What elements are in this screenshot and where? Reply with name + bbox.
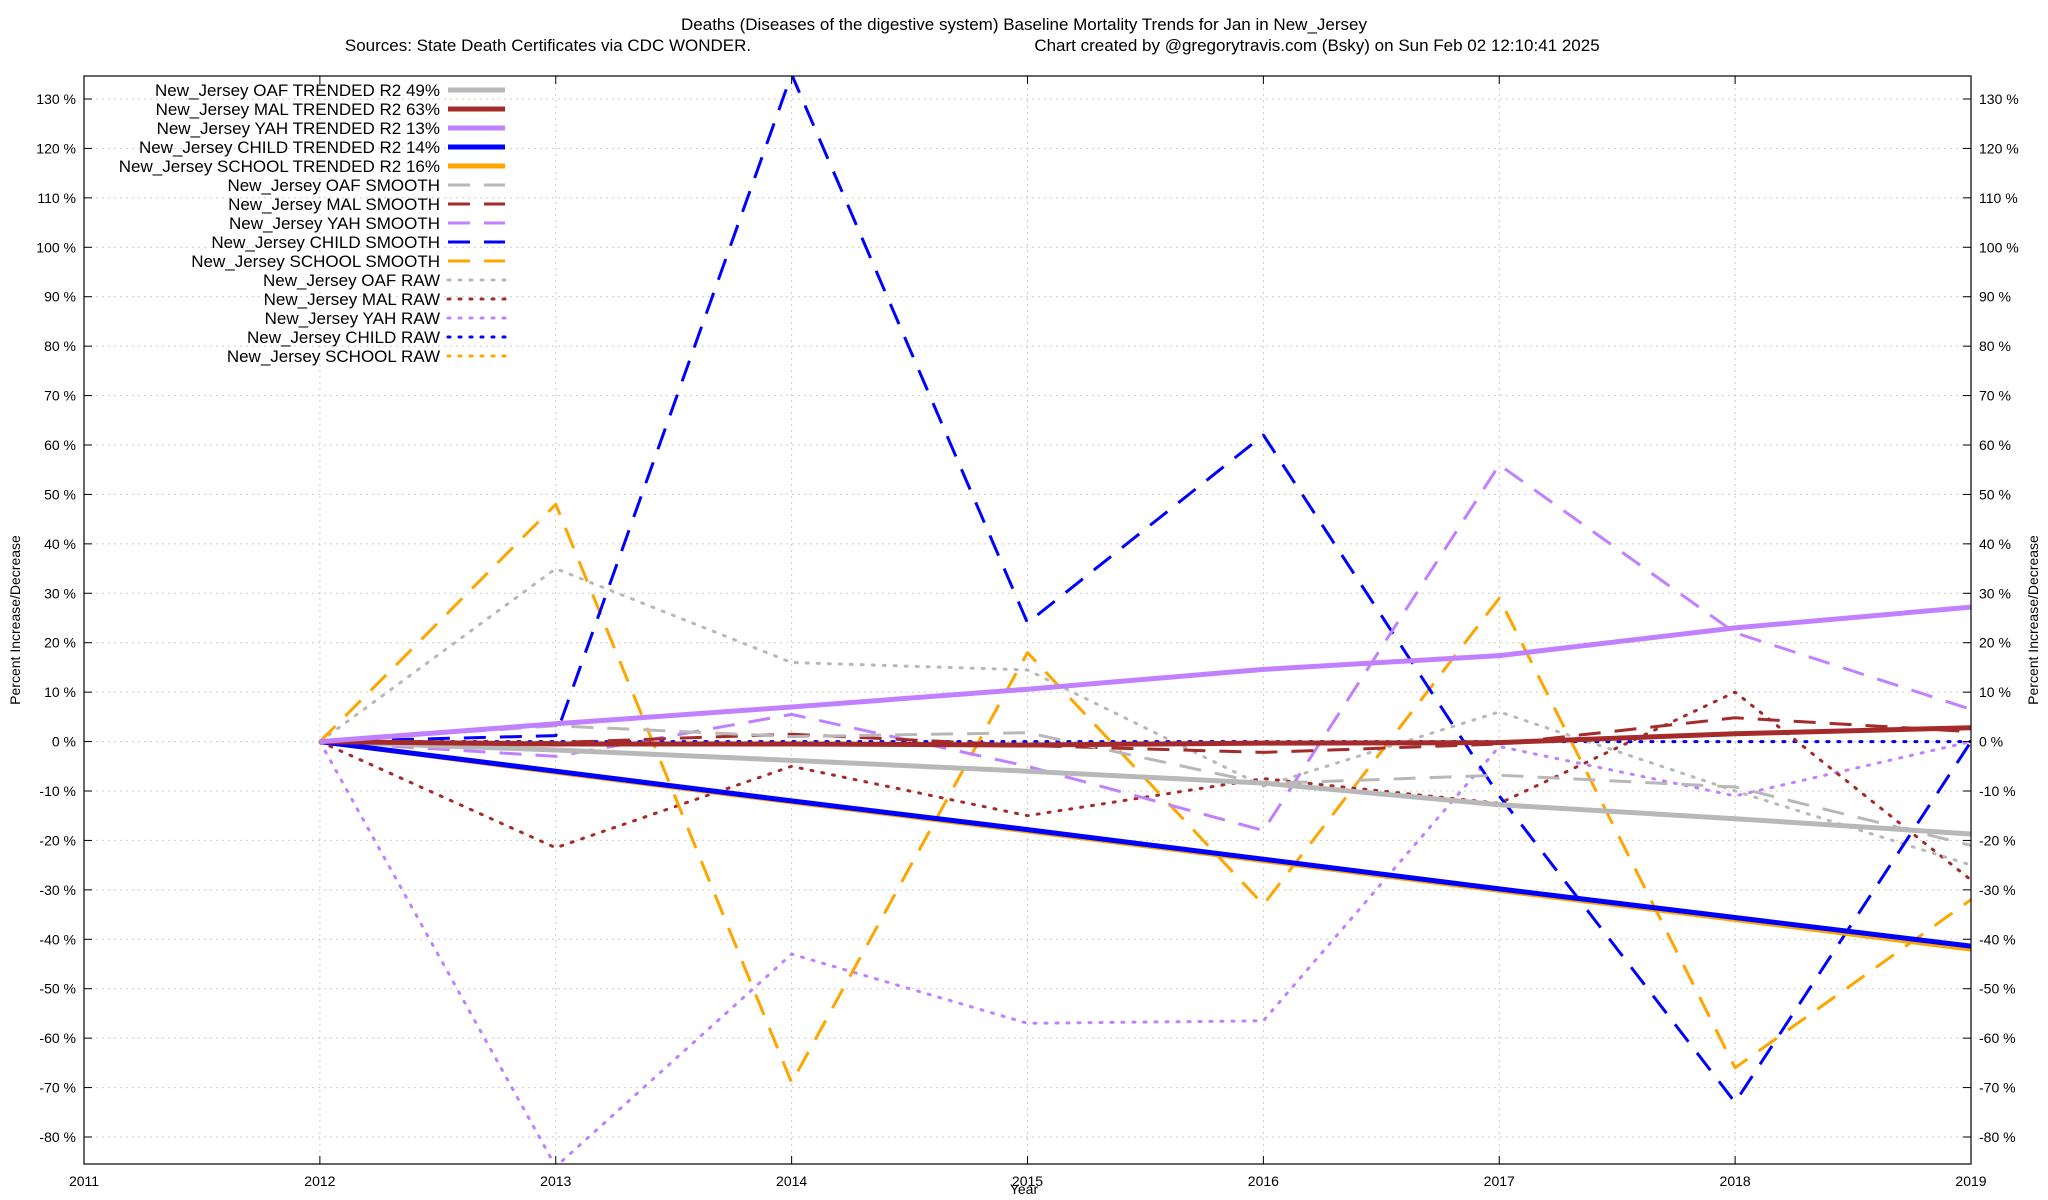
y-tick-label-left: 50 %	[44, 486, 76, 502]
legend-label: New_Jersey OAF TRENDED R2 49%	[155, 81, 440, 100]
y-tick-label-right: 120 %	[1979, 140, 2019, 156]
y-tick-label-left: -70 %	[39, 1080, 76, 1096]
ticks: 2011 2012 2013 2014 2015 2016 2017 2018 2019 130 …	[36, 76, 2019, 1189]
y-tick-label-right: -40 %	[1979, 931, 2016, 947]
x-tick-label: 2014	[776, 1173, 807, 1189]
y-tick-label-right: 10 %	[1979, 684, 2011, 700]
x-tick-label: 2016	[1248, 1173, 1279, 1189]
y-tick-label-left: 100 %	[36, 239, 76, 255]
chart-title-credit: Chart created by @gregorytravis.com (Bsk…	[1034, 36, 1599, 55]
y-tick-label-left: 10 %	[44, 684, 76, 700]
y-tick-label-left: 120 %	[36, 140, 76, 156]
chart-title-line1: Deaths (Diseases of the digestive system…	[681, 15, 1367, 34]
y-tick-label-right: -20 %	[1979, 832, 2016, 848]
y-tick-label-right: -80 %	[1979, 1129, 2016, 1145]
y-tick-label-left: 20 %	[44, 635, 76, 651]
legend-label: New_Jersey CHILD TRENDED R2 14%	[139, 138, 440, 157]
x-tick-label: 2019	[1955, 1173, 1986, 1189]
legend-label: New_Jersey CHILD SMOOTH	[211, 233, 440, 252]
legend-label: New_Jersey YAH TRENDED R2 13%	[157, 119, 440, 138]
legend-label: New_Jersey OAF RAW	[263, 271, 440, 290]
legend-label: New_Jersey SCHOOL SMOOTH	[191, 252, 440, 271]
y-tick-label-left: -40 %	[39, 931, 76, 947]
y-tick-label-right: 130 %	[1979, 91, 2019, 107]
y-tick-label-right: 80 %	[1979, 338, 2011, 354]
legend-label: New_Jersey CHILD RAW	[247, 328, 440, 347]
series-line-5	[319, 724, 1971, 847]
series-layer	[318, 76, 1971, 1164]
y-tick-label-right: 40 %	[1979, 536, 2011, 552]
y-tick-label-right: 30 %	[1979, 585, 2011, 601]
y-tick-label-right: -50 %	[1979, 981, 2016, 997]
y-tick-label-left: 130 %	[36, 91, 76, 107]
chart-title-sources: Sources: State Death Certificates via CD…	[345, 36, 751, 55]
legend-label: New_Jersey SCHOOL TRENDED R2 16%	[119, 157, 440, 176]
x-tick-label: 2011	[69, 1173, 99, 1189]
legend-label: New_Jersey MAL SMOOTH	[228, 195, 440, 214]
y-tick-label-left: -10 %	[39, 783, 76, 799]
legend-label: New_Jersey YAH RAW	[265, 309, 440, 328]
y-tick-label-left: 90 %	[44, 289, 76, 305]
y-tick-label-left: 110 %	[37, 190, 76, 206]
y-tick-label-left: 60 %	[44, 437, 76, 453]
y-tick-label-left: -20 %	[39, 832, 76, 848]
y-tick-label-right: -60 %	[1979, 1030, 2016, 1046]
series-line-2	[319, 604, 1971, 745]
y-tick-label-left: -30 %	[39, 882, 76, 898]
series-line-7	[319, 463, 1971, 832]
y-tick-label-left: -80 %	[39, 1129, 76, 1145]
series-line-3	[319, 739, 1971, 949]
y-tick-label-left: -50 %	[39, 981, 76, 997]
y-tick-label-right: -30 %	[1979, 882, 2016, 898]
series-line-0	[319, 739, 1971, 837]
legend-label: New_Jersey OAF SMOOTH	[227, 176, 440, 195]
y-tick-label-right: 20 %	[1979, 635, 2011, 651]
y-tick-label-left: 0 %	[52, 734, 76, 750]
y-tick-label-left: 30 %	[44, 585, 76, 601]
series-line-1	[319, 725, 1971, 748]
grid	[84, 76, 1971, 1164]
series-line-10	[318, 567, 1971, 867]
x-axis-label: Year	[1010, 1181, 1039, 1197]
x-tick-label: 2017	[1484, 1173, 1515, 1189]
y-tick-label-right: 100 %	[1979, 239, 2019, 255]
legend-label: New_Jersey MAL RAW	[264, 290, 440, 309]
y-tick-label-right: 60 %	[1979, 437, 2011, 453]
y-tick-label-left: 80 %	[44, 338, 76, 354]
y-tick-label-left: 40 %	[44, 536, 76, 552]
x-tick-label: 2013	[540, 1173, 571, 1189]
x-tick-label: 2012	[304, 1173, 335, 1189]
y-tick-label-left: 70 %	[44, 388, 76, 404]
legend-label: New_Jersey SCHOOL RAW	[227, 347, 440, 366]
series-line-12	[318, 740, 1971, 1164]
y-tick-label-right: 110 %	[1979, 190, 2018, 206]
y-tick-label-left: -60 %	[39, 1030, 76, 1046]
y-axis-label-right: Percent Increase/Decrease	[2025, 535, 2041, 705]
series-line-6	[319, 716, 1971, 754]
legend: New_Jersey OAF TRENDED R2 49%New_Jersey …	[119, 81, 507, 366]
y-tick-label-right: 70 %	[1979, 388, 2011, 404]
y-tick-label-right: 50 %	[1979, 486, 2011, 502]
y-tick-label-right: 90 %	[1979, 289, 2011, 305]
y-tick-label-right: -10 %	[1979, 783, 2016, 799]
legend-label: New_Jersey YAH SMOOTH	[229, 214, 440, 233]
y-axis-label-left: Percent Increase/Decrease	[7, 535, 23, 705]
y-tick-label-right: 0 %	[1979, 734, 2003, 750]
x-tick-label: 2015	[1012, 1173, 1043, 1189]
x-tick-label: 2018	[1720, 1173, 1751, 1189]
y-tick-label-right: -70 %	[1979, 1080, 2016, 1096]
legend-label: New_Jersey MAL TRENDED R2 63%	[156, 100, 440, 119]
